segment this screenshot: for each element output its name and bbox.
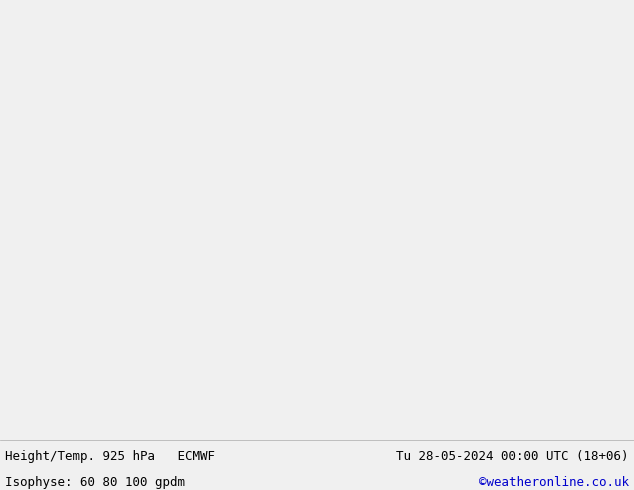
Text: ©weatheronline.co.uk: ©weatheronline.co.uk xyxy=(479,476,629,489)
Text: Tu 28-05-2024 00:00 UTC (18+06): Tu 28-05-2024 00:00 UTC (18+06) xyxy=(396,450,629,463)
Text: Height/Temp. 925 hPa   ECMWF: Height/Temp. 925 hPa ECMWF xyxy=(5,450,215,463)
Text: Isophyse: 60 80 100 gpdm: Isophyse: 60 80 100 gpdm xyxy=(5,476,185,489)
